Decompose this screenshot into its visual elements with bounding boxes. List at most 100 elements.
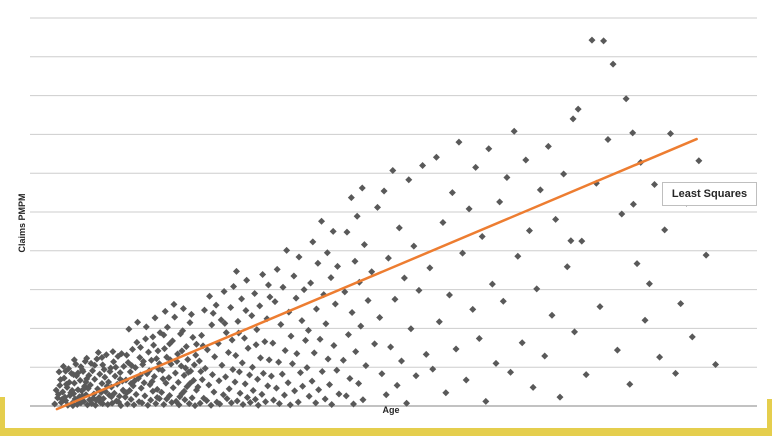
data-point	[141, 392, 149, 400]
data-point	[596, 303, 604, 311]
data-point	[264, 281, 272, 289]
data-point	[360, 241, 368, 249]
data-point	[288, 360, 296, 368]
data-point	[309, 238, 317, 246]
data-point	[51, 400, 59, 408]
y-axis-title: Claims PMPM	[17, 193, 27, 253]
data-point	[459, 249, 467, 257]
data-point	[211, 353, 219, 361]
data-point	[115, 398, 123, 406]
data-point	[478, 232, 486, 240]
data-point	[149, 333, 157, 341]
legend-least-squares[interactable]: Least Squares	[662, 182, 757, 206]
data-point	[123, 351, 131, 359]
data-point	[544, 142, 552, 150]
data-point	[371, 340, 379, 348]
data-point	[378, 370, 386, 378]
data-point	[254, 375, 262, 383]
data-point	[116, 369, 124, 377]
data-point	[374, 203, 382, 211]
data-point	[118, 350, 126, 358]
data-point	[261, 338, 269, 346]
data-point	[219, 391, 227, 399]
data-point	[529, 383, 537, 391]
data-point	[89, 367, 97, 375]
data-point	[445, 291, 453, 299]
data-point	[522, 156, 530, 164]
data-point	[76, 376, 84, 384]
data-point	[331, 300, 339, 308]
data-point	[284, 379, 292, 387]
data-point	[246, 399, 254, 407]
data-point	[246, 371, 254, 379]
data-point	[242, 307, 250, 315]
data-point	[604, 135, 612, 143]
data-point	[302, 336, 310, 344]
data-point	[222, 373, 230, 381]
data-point	[666, 130, 674, 138]
data-point	[563, 263, 571, 271]
data-point	[166, 392, 174, 400]
data-point	[574, 105, 582, 113]
data-point	[158, 388, 166, 396]
data-point	[294, 398, 302, 406]
data-point	[243, 393, 251, 401]
data-point	[266, 293, 274, 301]
data-point	[206, 292, 214, 300]
data-point	[384, 254, 392, 262]
legend-label: Least Squares	[671, 188, 748, 200]
data-point	[291, 387, 299, 395]
data-point	[407, 325, 415, 333]
data-point	[215, 377, 223, 385]
data-point	[111, 372, 119, 380]
data-point	[58, 395, 66, 403]
data-point	[154, 347, 162, 355]
data-point	[91, 361, 99, 369]
data-point	[109, 348, 117, 356]
data-point	[235, 368, 243, 376]
data-point	[160, 400, 168, 408]
data-point	[656, 353, 664, 361]
data-point	[205, 381, 213, 389]
data-point	[194, 383, 202, 391]
data-point	[186, 379, 194, 387]
data-point	[341, 288, 349, 296]
data-point	[499, 297, 507, 305]
data-point	[695, 157, 703, 165]
data-point	[533, 285, 541, 293]
data-point	[303, 364, 311, 372]
data-point	[147, 356, 155, 364]
data-point	[253, 326, 261, 334]
data-point	[262, 398, 270, 406]
data-point	[188, 394, 196, 402]
data-point	[147, 396, 155, 404]
x-axis-title: Age	[382, 405, 400, 415]
data-point	[259, 270, 267, 278]
data-point	[327, 274, 335, 282]
data-point	[203, 346, 211, 354]
data-point	[536, 186, 544, 194]
data-point	[280, 391, 288, 399]
data-point	[158, 366, 166, 374]
data-point	[94, 348, 102, 356]
data-point	[400, 274, 408, 282]
data-point	[232, 352, 240, 360]
data-point	[312, 305, 320, 313]
data-point	[190, 361, 198, 369]
data-point	[192, 340, 200, 348]
data-point	[485, 145, 493, 153]
data-point	[126, 368, 134, 376]
data-point	[329, 227, 337, 235]
data-point	[395, 224, 403, 232]
data-point	[403, 399, 411, 407]
data-point	[582, 371, 590, 379]
data-point	[278, 370, 286, 378]
data-point	[426, 264, 434, 272]
data-point	[629, 200, 637, 208]
data-point	[208, 371, 216, 379]
data-point	[129, 345, 137, 353]
data-point	[295, 253, 303, 261]
data-point	[100, 366, 108, 374]
data-point	[702, 251, 710, 259]
